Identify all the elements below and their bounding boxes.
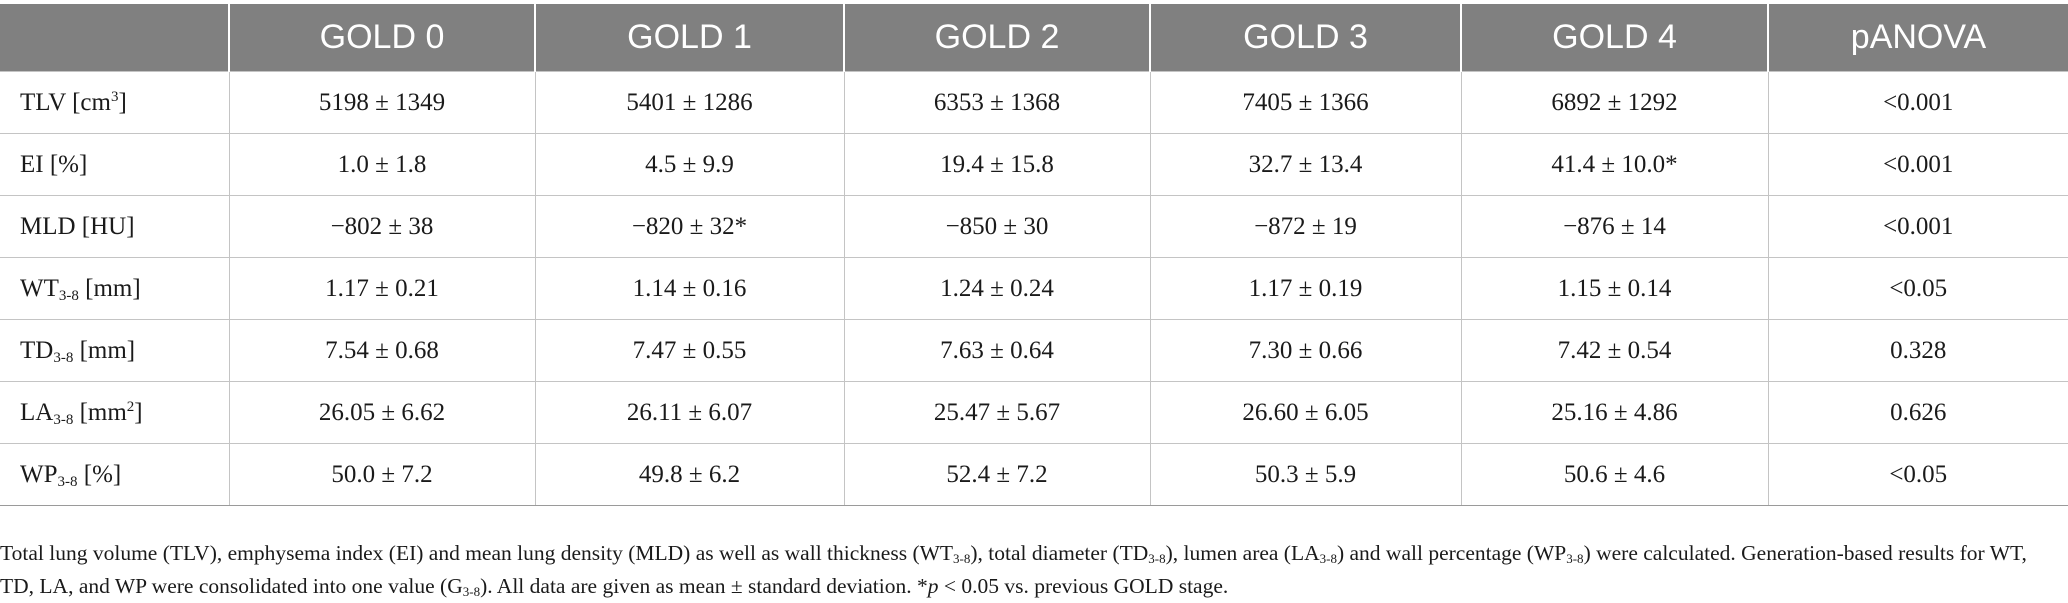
table-cell: −802 ± 38 bbox=[228, 195, 536, 258]
table-cell: <0.05 bbox=[1767, 443, 2068, 506]
table-row: LA3-8 [mm2] 26.05 ± 6.62 26.11 ± 6.07 25… bbox=[0, 381, 2068, 444]
table-cell: 50.3 ± 5.9 bbox=[1149, 443, 1462, 506]
row-label-la: LA3-8 [mm2] bbox=[0, 381, 230, 444]
table-row: MLD [HU] −802 ± 38 −820 ± 32* −850 ± 30 … bbox=[0, 195, 2068, 258]
table-cell: 50.0 ± 7.2 bbox=[228, 443, 536, 506]
table-header-row: GOLD 0 GOLD 1 GOLD 2 GOLD 3 GOLD 4 pANOV… bbox=[0, 4, 2068, 72]
table-row: TLV [cm3] 5198 ± 1349 5401 ± 1286 6353 ±… bbox=[0, 71, 2068, 134]
table-cell: 25.16 ± 4.86 bbox=[1460, 381, 1769, 444]
header-cell-gold-2: GOLD 2 bbox=[843, 4, 1150, 72]
table-cell: 7.30 ± 0.66 bbox=[1149, 319, 1462, 382]
table-cell: 19.4 ± 15.8 bbox=[843, 133, 1151, 196]
table-cell: 26.05 ± 6.62 bbox=[228, 381, 536, 444]
row-label-ei: EI [%] bbox=[0, 133, 230, 196]
table-cell: 52.4 ± 7.2 bbox=[843, 443, 1151, 506]
header-cell-gold-4: GOLD 4 bbox=[1460, 4, 1768, 72]
table-cell: 1.24 ± 0.24 bbox=[843, 257, 1151, 320]
table-cell: 26.60 ± 6.05 bbox=[1149, 381, 1462, 444]
table-cell: 7.47 ± 0.55 bbox=[534, 319, 845, 382]
header-cell-empty bbox=[0, 4, 229, 72]
table-cell: −850 ± 30 bbox=[843, 195, 1151, 258]
table-row: EI [%] 1.0 ± 1.8 4.5 ± 9.9 19.4 ± 15.8 3… bbox=[0, 133, 2068, 196]
table-cell: 5198 ± 1349 bbox=[228, 71, 536, 134]
table-cell: 1.17 ± 0.19 bbox=[1149, 257, 1462, 320]
row-label-td: TD3-8 [mm] bbox=[0, 319, 230, 382]
header-cell-panova: pANOVA bbox=[1767, 4, 2068, 72]
table-cell: 1.15 ± 0.14 bbox=[1460, 257, 1769, 320]
table-cell: 1.17 ± 0.21 bbox=[228, 257, 536, 320]
table-cell: −876 ± 14 bbox=[1460, 195, 1769, 258]
table-cell: 41.4 ± 10.0* bbox=[1460, 133, 1769, 196]
table-cell: 0.626 bbox=[1767, 381, 2068, 444]
results-table: GOLD 0 GOLD 1 GOLD 2 GOLD 3 GOLD 4 pANOV… bbox=[0, 4, 2068, 506]
table-cell: 1.0 ± 1.8 bbox=[228, 133, 536, 196]
table-cell: 0.328 bbox=[1767, 319, 2068, 382]
table-cell: 7.54 ± 0.68 bbox=[228, 319, 536, 382]
table-cell: 5401 ± 1286 bbox=[534, 71, 845, 134]
table-cell: <0.001 bbox=[1767, 71, 2068, 134]
table-cell: 6892 ± 1292 bbox=[1460, 71, 1769, 134]
header-cell-gold-3: GOLD 3 bbox=[1149, 4, 1461, 72]
row-label-wp: WP3-8 [%] bbox=[0, 443, 230, 506]
row-label-wt: WT3-8 [mm] bbox=[0, 257, 230, 320]
row-label-mld: MLD [HU] bbox=[0, 195, 230, 258]
table-cell: 50.6 ± 4.6 bbox=[1460, 443, 1769, 506]
table-cell: 7.42 ± 0.54 bbox=[1460, 319, 1769, 382]
table-cell: 49.8 ± 6.2 bbox=[534, 443, 845, 506]
table-cell: 4.5 ± 9.9 bbox=[534, 133, 845, 196]
table-row: WT3-8 [mm] 1.17 ± 0.21 1.14 ± 0.16 1.24 … bbox=[0, 257, 2068, 320]
table-cell: <0.001 bbox=[1767, 133, 2068, 196]
table-footnote: Total lung volume (TLV), emphysema index… bbox=[0, 540, 2027, 599]
table-row: WP3-8 [%] 50.0 ± 7.2 49.8 ± 6.2 52.4 ± 7… bbox=[0, 443, 2068, 506]
table-cell: <0.05 bbox=[1767, 257, 2068, 320]
table-row: TD3-8 [mm] 7.54 ± 0.68 7.47 ± 0.55 7.63 … bbox=[0, 319, 2068, 382]
header-cell-gold-1: GOLD 1 bbox=[534, 4, 844, 72]
table-cell: 7.63 ± 0.64 bbox=[843, 319, 1151, 382]
table-cell: 6353 ± 1368 bbox=[843, 71, 1151, 134]
table-cell: <0.001 bbox=[1767, 195, 2068, 258]
table-cell: 26.11 ± 6.07 bbox=[534, 381, 845, 444]
table-cell: −820 ± 32* bbox=[534, 195, 845, 258]
table-cell: −872 ± 19 bbox=[1149, 195, 1462, 258]
table-cell: 7405 ± 1366 bbox=[1149, 71, 1462, 134]
header-cell-gold-0: GOLD 0 bbox=[228, 4, 535, 72]
results-table-container: GOLD 0 GOLD 1 GOLD 2 GOLD 3 GOLD 4 pANOV… bbox=[0, 4, 2068, 506]
table-cell: 25.47 ± 5.67 bbox=[843, 381, 1151, 444]
table-cell: 1.14 ± 0.16 bbox=[534, 257, 845, 320]
table-cell: 32.7 ± 13.4 bbox=[1149, 133, 1462, 196]
row-label-tlv: TLV [cm3] bbox=[0, 71, 230, 134]
